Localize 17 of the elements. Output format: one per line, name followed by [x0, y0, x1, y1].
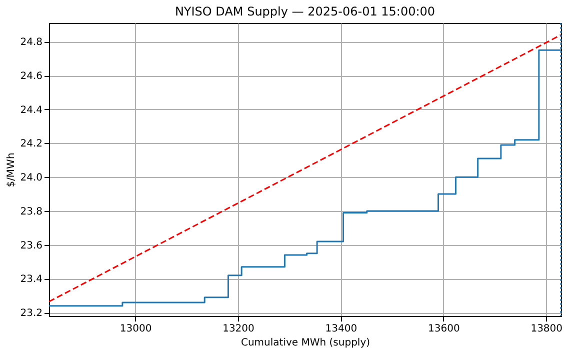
y-tick-label: 24.2 — [20, 138, 42, 150]
y-tick-label: 23.4 — [20, 274, 42, 286]
y-tick-label: 23.2 — [20, 308, 42, 320]
y-axis-title: $/MWh — [6, 152, 18, 188]
y-tick-label: 24.6 — [20, 71, 42, 82]
y-tick-label: 24.8 — [20, 37, 42, 48]
x-tick-label: 13000 — [120, 324, 152, 334]
y-tick-label: 23.6 — [20, 240, 42, 252]
x-tick-label: 13400 — [325, 324, 358, 334]
x-tick-label: 13600 — [428, 324, 460, 334]
x-tick-label: 13800 — [530, 324, 563, 334]
y-tick-label: 24.0 — [20, 172, 42, 184]
x-tick-label: 13200 — [222, 324, 254, 334]
x-axis-title: Cumulative MWh (supply) — [240, 338, 370, 348]
y-tick-label: 23.8 — [20, 206, 42, 218]
y-tick-label: 24.4 — [20, 104, 42, 116]
chart-title: NYISO DAM Supply — 2025-06-01 15:00:00 — [174, 4, 436, 18]
